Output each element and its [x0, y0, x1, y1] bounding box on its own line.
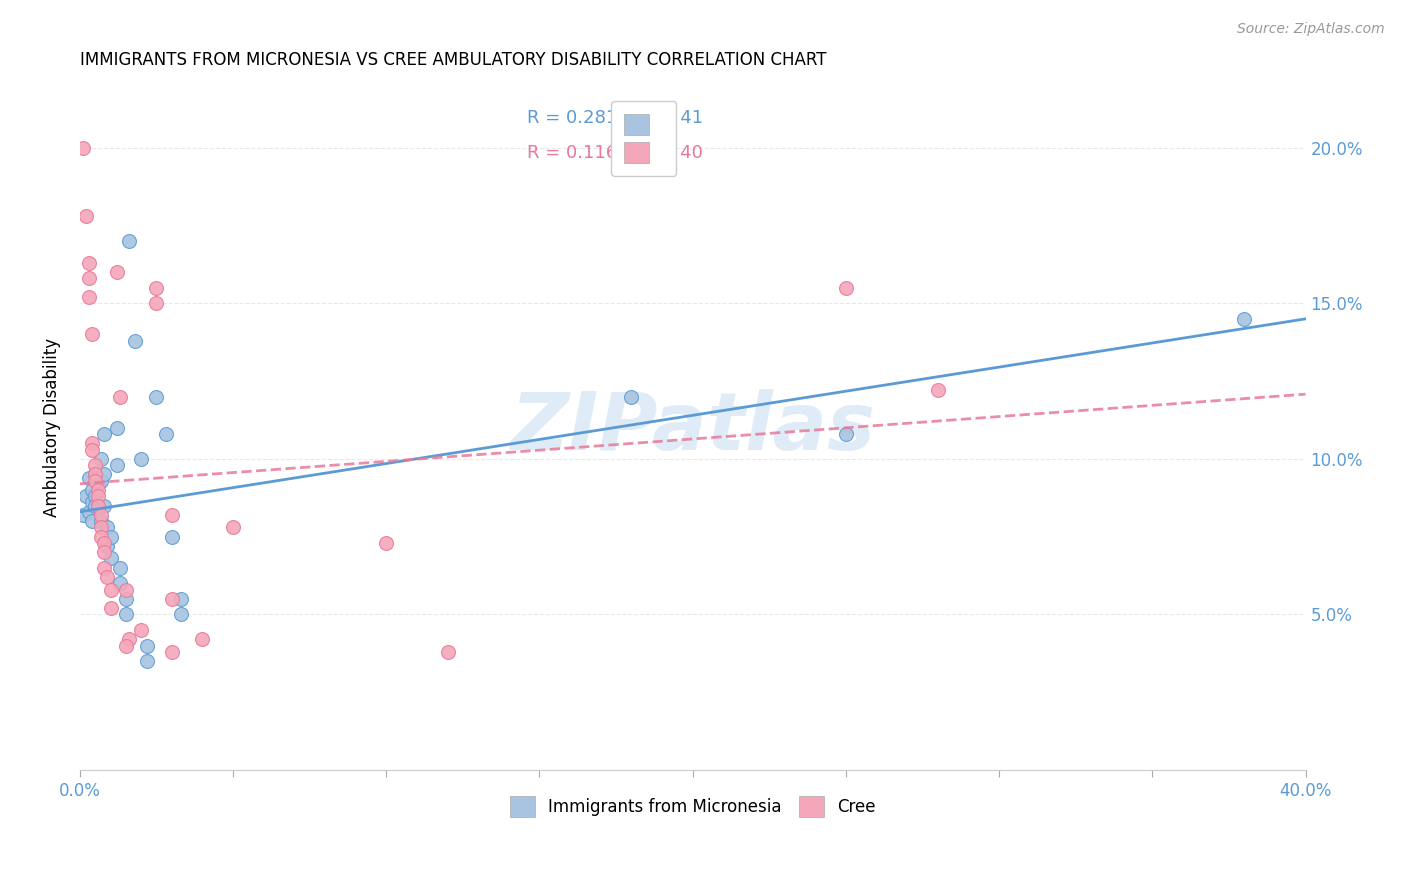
- Point: [129, 623, 152, 637]
- Point: [90, 514, 112, 528]
- Point: [118, 632, 141, 647]
- Point: [82, 436, 104, 450]
- Point: [84, 489, 107, 503]
- Point: [72, 508, 94, 522]
- Point: [105, 265, 128, 279]
- Point: [93, 467, 115, 482]
- Point: [160, 530, 183, 544]
- Point: [927, 384, 949, 398]
- Text: ZIPatlas: ZIPatlas: [510, 389, 875, 467]
- Point: [620, 390, 643, 404]
- Point: [93, 427, 115, 442]
- Point: [108, 390, 131, 404]
- Point: [114, 639, 136, 653]
- Point: [82, 495, 104, 509]
- Text: Source: ZipAtlas.com: Source: ZipAtlas.com: [1237, 22, 1385, 37]
- Point: [100, 530, 122, 544]
- Point: [93, 561, 115, 575]
- Point: [835, 281, 858, 295]
- Point: [136, 654, 159, 668]
- Point: [84, 467, 107, 482]
- Point: [160, 508, 183, 522]
- Point: [170, 607, 193, 622]
- Point: [145, 296, 167, 310]
- Point: [100, 582, 122, 597]
- Point: [170, 591, 193, 606]
- Point: [100, 551, 122, 566]
- Point: [105, 458, 128, 472]
- Point: [90, 451, 112, 466]
- Point: [90, 474, 112, 488]
- Point: [114, 591, 136, 606]
- Point: [191, 632, 214, 647]
- Point: [77, 505, 100, 519]
- Point: [96, 570, 118, 584]
- Point: [160, 645, 183, 659]
- Point: [145, 390, 167, 404]
- Point: [77, 290, 100, 304]
- Point: [77, 470, 100, 484]
- Point: [90, 530, 112, 544]
- Point: [93, 545, 115, 559]
- Point: [375, 536, 398, 550]
- Point: [105, 421, 128, 435]
- Point: [93, 499, 115, 513]
- Point: [96, 539, 118, 553]
- Y-axis label: Ambulatory Disability: Ambulatory Disability: [44, 338, 60, 517]
- Point: [1233, 311, 1256, 326]
- Text: IMMIGRANTS FROM MICRONESIA VS CREE AMBULATORY DISABILITY CORRELATION CHART: IMMIGRANTS FROM MICRONESIA VS CREE AMBUL…: [80, 51, 827, 69]
- Point: [114, 582, 136, 597]
- Point: [84, 474, 107, 488]
- Point: [77, 271, 100, 285]
- Point: [100, 601, 122, 615]
- Point: [77, 256, 100, 270]
- Point: [222, 520, 245, 534]
- Point: [118, 234, 141, 248]
- Point: [87, 499, 110, 513]
- Legend: Immigrants from Micronesia, Cree: Immigrants from Micronesia, Cree: [503, 789, 882, 823]
- Point: [82, 327, 104, 342]
- Point: [87, 489, 110, 503]
- Point: [145, 281, 167, 295]
- Point: [155, 427, 177, 442]
- Point: [835, 427, 858, 442]
- Point: [75, 489, 97, 503]
- Point: [84, 458, 107, 472]
- Point: [129, 451, 152, 466]
- Point: [87, 476, 110, 491]
- Point: [124, 334, 146, 348]
- Point: [436, 645, 458, 659]
- Point: [82, 442, 104, 457]
- Point: [82, 483, 104, 497]
- Point: [93, 536, 115, 550]
- Point: [87, 483, 110, 497]
- Point: [108, 576, 131, 591]
- Point: [90, 520, 112, 534]
- Point: [82, 514, 104, 528]
- Point: [160, 591, 183, 606]
- Point: [96, 520, 118, 534]
- Text: R = 0.116   N =  40: R = 0.116 N = 40: [527, 144, 703, 161]
- Point: [114, 607, 136, 622]
- Point: [84, 499, 107, 513]
- Point: [84, 467, 107, 482]
- Point: [90, 508, 112, 522]
- Point: [108, 561, 131, 575]
- Point: [75, 209, 97, 223]
- Point: [87, 499, 110, 513]
- Text: R = 0.281   N =  41: R = 0.281 N = 41: [527, 110, 703, 128]
- Point: [136, 639, 159, 653]
- Point: [72, 141, 94, 155]
